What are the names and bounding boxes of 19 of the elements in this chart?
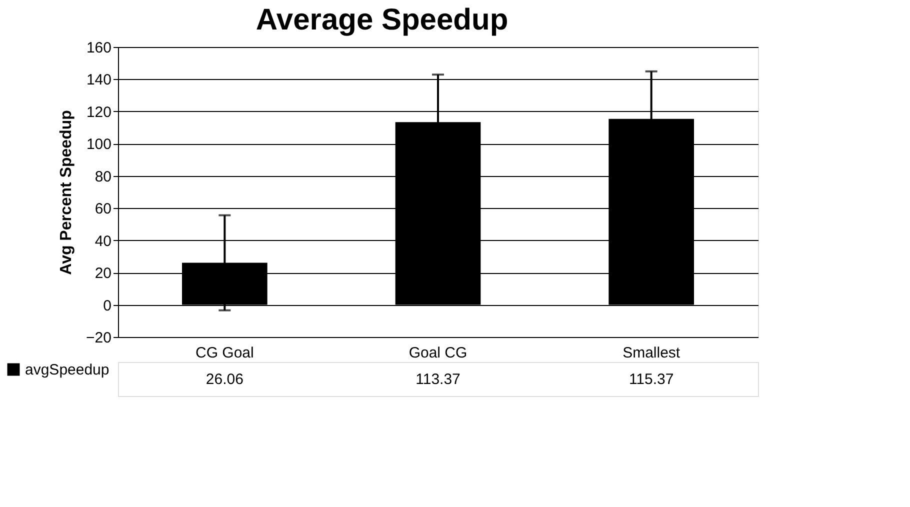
x-tick-label: Goal CG — [408, 344, 468, 362]
y-axis-title: Avg Percent Speedup — [58, 110, 76, 275]
data-label: 113.37 — [416, 371, 460, 388]
data-label: 115.37 — [628, 371, 674, 388]
y-tick-label: −20 — [86, 330, 112, 346]
x-tick-label: CG Goal — [195, 344, 254, 362]
y-tick-label: 60 — [94, 200, 112, 218]
y-tick-label: 20 — [94, 265, 112, 282]
legend-label: avgSpeedup — [25, 362, 110, 378]
y-tick-label: 140 — [86, 72, 112, 89]
y-tick-label: 0 — [103, 297, 112, 314]
data-label: 26.06 — [206, 371, 244, 388]
y-tick-label: 40 — [94, 232, 112, 250]
y-tick-label: 100 — [86, 136, 112, 154]
x-tick-label: Smallest — [622, 344, 681, 362]
y-tick-label: 120 — [86, 104, 112, 121]
chart-title: Average Speedup — [256, 4, 508, 36]
y-tick-label: 80 — [94, 168, 112, 186]
y-tick-label: 160 — [86, 40, 112, 56]
